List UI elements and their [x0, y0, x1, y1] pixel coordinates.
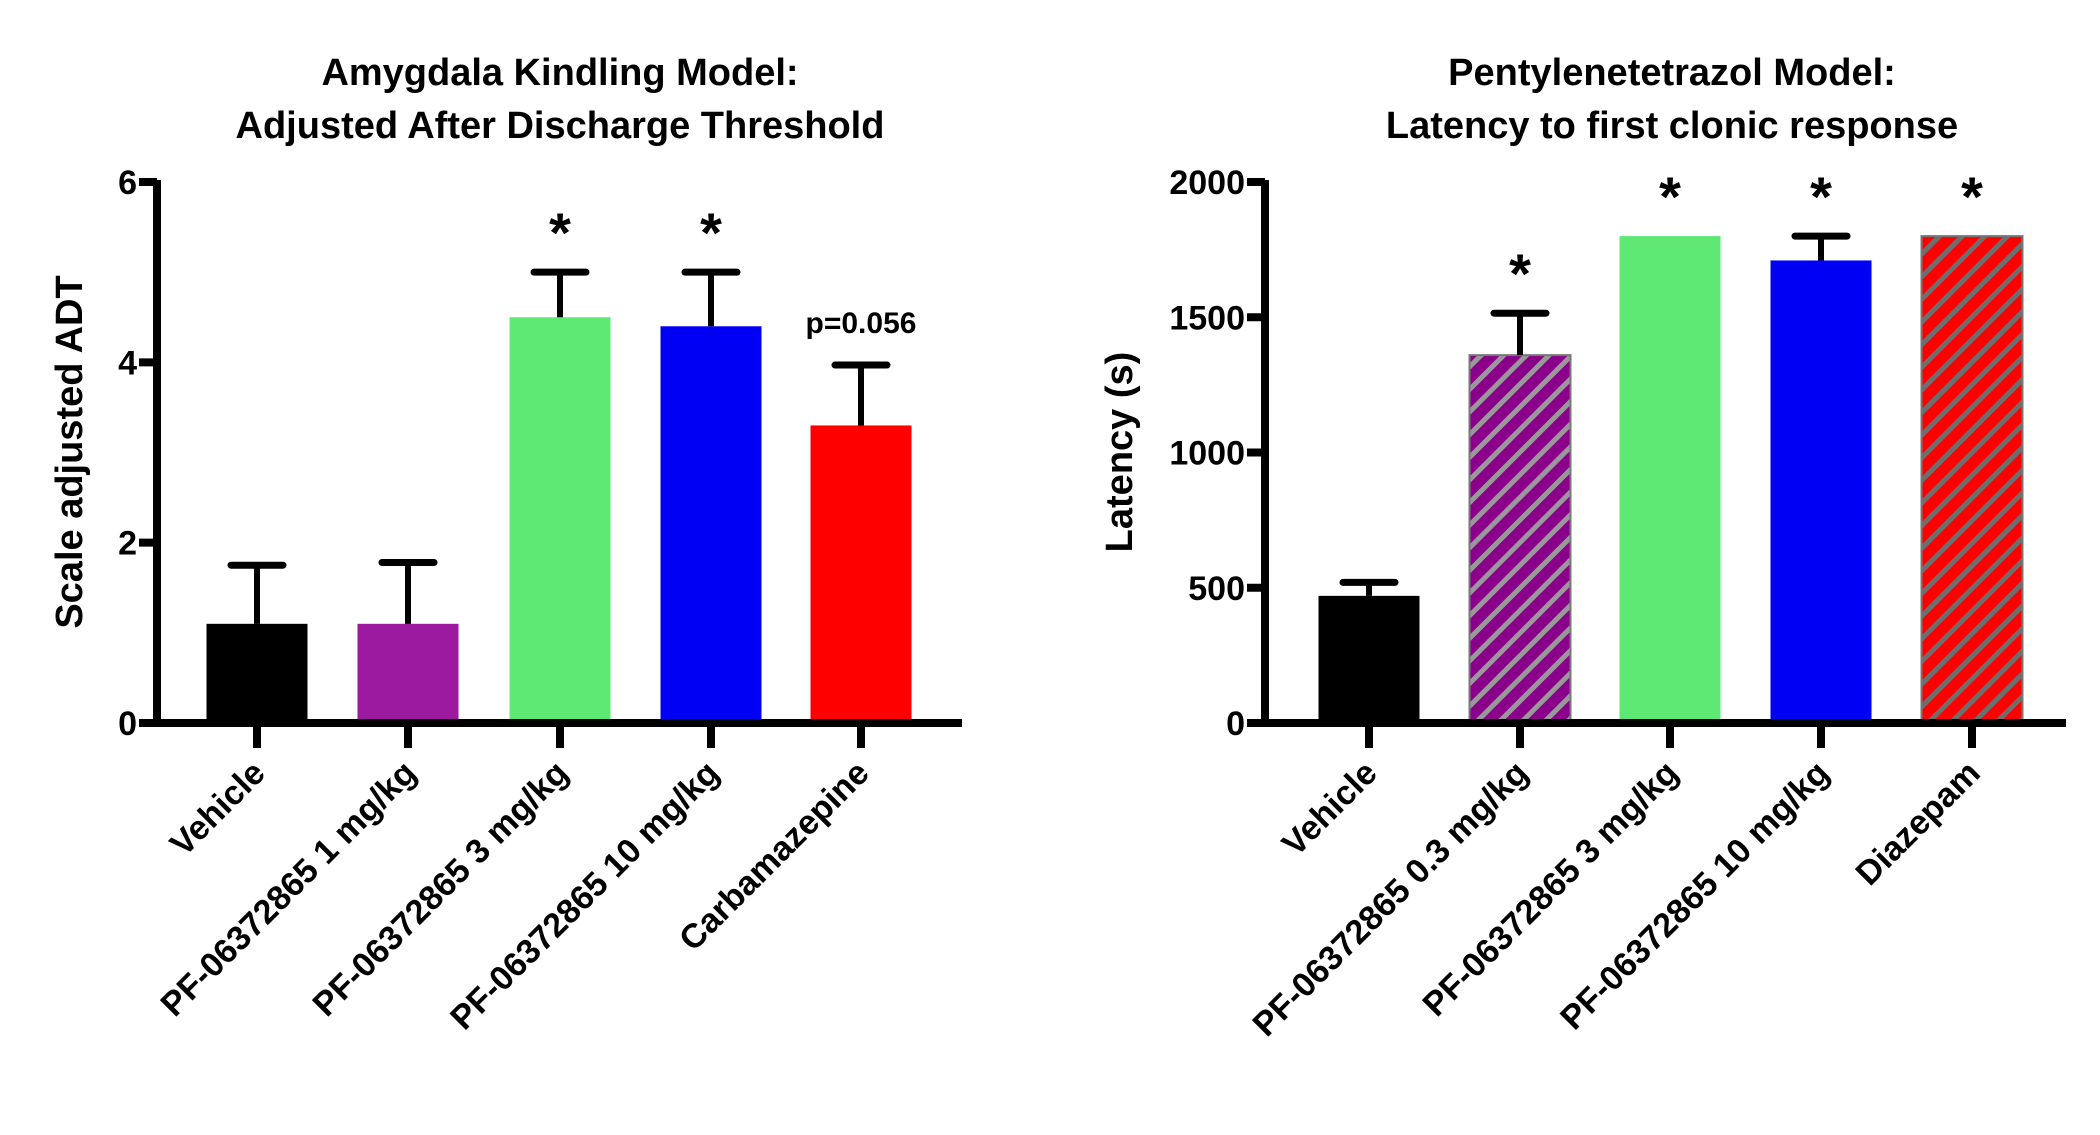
chart-ptz: Pentylenetetrazol Model: Latency to firs…	[1099, 52, 2066, 1044]
y-tick-label: 1000	[1169, 435, 1245, 473]
x-tick-label: PF-06372865 1 mg/kg	[154, 754, 424, 1024]
bar	[206, 623, 308, 723]
y-tick-label: 2000	[1169, 164, 1245, 202]
bar	[1770, 260, 1872, 723]
chart-amygdala: Amygdala Kindling Model: Adjusted After …	[49, 52, 962, 1037]
bar	[810, 425, 912, 723]
bar	[1318, 595, 1420, 723]
x-tick-label: PF-06372865 3 mg/kg	[1416, 754, 1686, 1024]
y-axis-label: Latency (s)	[1099, 352, 1141, 553]
significance-marker: *	[1509, 242, 1531, 305]
y-tick-label: 0	[1226, 705, 1245, 743]
chart-title-line1: Amygdala Kindling Model:	[321, 52, 798, 94]
y-tick-label: 4	[118, 344, 137, 382]
y-tick-label: 1500	[1169, 299, 1245, 337]
bar	[660, 326, 762, 723]
x-tick-label: PF-06372865 10 mg/kg	[1553, 754, 1836, 1037]
y-tick-label: 6	[118, 164, 137, 202]
bar	[509, 317, 611, 723]
significance-marker: *	[549, 201, 571, 264]
x-tick-label: Vehicle	[163, 754, 273, 864]
x-tick-label: PF-06372865 0.3 mg/kg	[1246, 754, 1536, 1044]
bar	[1468, 354, 1572, 724]
y-tick-label: 2	[118, 525, 137, 563]
x-tick-label: Diazepam	[1849, 754, 1988, 893]
x-tick-label: PF-06372865 3 mg/kg	[306, 754, 576, 1024]
significance-marker: *	[1659, 165, 1681, 228]
chart-title-line2: Adjusted After Discharge Threshold	[236, 105, 885, 147]
significance-marker: *	[1961, 165, 1983, 228]
bar	[1619, 236, 1721, 723]
y-tick-label: 0	[118, 705, 137, 743]
y-tick-label: 500	[1188, 570, 1245, 608]
x-tick-label: Vehicle	[1275, 754, 1385, 864]
p-value-annotation: p=0.056	[806, 307, 917, 340]
x-tick-label: PF-06372865 10 mg/kg	[443, 754, 726, 1037]
bar	[1920, 235, 2024, 724]
bar	[357, 623, 459, 723]
significance-marker: *	[1810, 165, 1832, 228]
chart-title-line2: Latency to first clonic response	[1386, 105, 1958, 147]
significance-marker: *	[700, 201, 722, 264]
chart-title-line1: Pentylenetetrazol Model:	[1448, 52, 1896, 94]
y-axis-label: Scale adjusted ADT	[49, 275, 91, 628]
